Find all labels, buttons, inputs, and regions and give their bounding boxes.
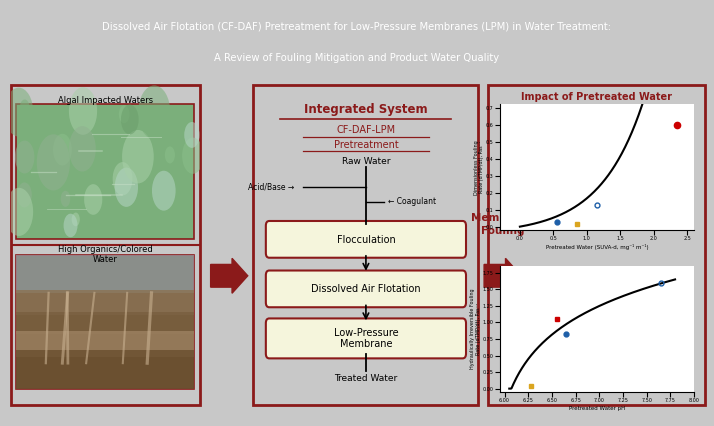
- Circle shape: [165, 147, 175, 164]
- FancyBboxPatch shape: [266, 271, 466, 307]
- Circle shape: [64, 214, 78, 237]
- Circle shape: [36, 134, 70, 190]
- Circle shape: [4, 88, 34, 137]
- Circle shape: [20, 100, 30, 116]
- Circle shape: [152, 171, 176, 210]
- Circle shape: [17, 182, 32, 207]
- Text: Dissolved Air Flotation (CF-DAF) Pretreatment for Low-Pressure Membranes (LPM) i: Dissolved Air Flotation (CF-DAF) Pretrea…: [103, 22, 611, 32]
- Circle shape: [185, 121, 193, 133]
- Bar: [16, 254, 194, 389]
- Text: CF-DAF-LPM: CF-DAF-LPM: [336, 125, 396, 135]
- Text: Raw Water: Raw Water: [342, 157, 390, 166]
- Text: Flocculation: Flocculation: [336, 235, 396, 245]
- Circle shape: [53, 134, 72, 166]
- Text: Membrane
Fouling: Membrane Fouling: [471, 213, 534, 236]
- FancyBboxPatch shape: [266, 319, 466, 358]
- Circle shape: [139, 184, 152, 205]
- Circle shape: [71, 213, 80, 226]
- Circle shape: [69, 87, 97, 135]
- Circle shape: [113, 162, 132, 196]
- X-axis label: Pretreated Water (SUVA-d, mg⁻¹ m⁻¹): Pretreated Water (SUVA-d, mg⁻¹ m⁻¹): [545, 244, 648, 250]
- FancyArrow shape: [211, 258, 248, 293]
- Circle shape: [184, 122, 200, 148]
- Text: Low-Pressure
Membrane: Low-Pressure Membrane: [333, 328, 398, 349]
- Circle shape: [69, 126, 96, 172]
- Bar: [16, 290, 194, 315]
- Text: Algal Impacted Waters: Algal Impacted Waters: [58, 96, 153, 105]
- Y-axis label: Dimensionless Fouling
Rate (dTMP/dt), Pas⁻¹: Dimensionless Fouling Rate (dTMP/dt), Pa…: [473, 140, 484, 195]
- Bar: [16, 312, 194, 334]
- Circle shape: [115, 167, 138, 207]
- Text: Dissolved Air Flotation: Dissolved Air Flotation: [311, 284, 421, 294]
- Text: Impact of Pretreated Water
Quality on Fouling: Impact of Pretreated Water Quality on Fo…: [521, 92, 672, 114]
- Text: A Review of Fouling Mitigation and Product Water Quality: A Review of Fouling Mitigation and Produ…: [214, 52, 500, 63]
- Y-axis label: Hydraulically Irreversible Fouling
Rate (dTMP/dt), Pas⁻¹: Hydraulically Irreversible Fouling Rate …: [471, 289, 481, 369]
- Text: ← Coagulant: ← Coagulant: [388, 197, 436, 206]
- Circle shape: [122, 130, 154, 184]
- Text: Pretreatment: Pretreatment: [333, 139, 398, 150]
- Circle shape: [182, 138, 203, 174]
- Bar: [16, 331, 194, 357]
- Text: Integrated System: Integrated System: [304, 103, 428, 116]
- Circle shape: [61, 191, 70, 207]
- Text: Treated Water: Treated Water: [334, 374, 398, 383]
- Circle shape: [84, 184, 102, 215]
- Bar: [16, 254, 194, 293]
- FancyArrow shape: [484, 258, 521, 293]
- Bar: [16, 104, 194, 239]
- Text: Acid/Base →: Acid/Base →: [248, 183, 294, 192]
- Text: High Organics/Colored
Water: High Organics/Colored Water: [58, 245, 153, 265]
- Circle shape: [119, 105, 129, 123]
- Bar: [16, 350, 194, 389]
- Circle shape: [139, 85, 171, 140]
- Circle shape: [15, 141, 34, 173]
- X-axis label: Pretreated Water pH: Pretreated Water pH: [569, 406, 625, 411]
- FancyBboxPatch shape: [266, 221, 466, 258]
- Circle shape: [4, 188, 33, 236]
- Circle shape: [121, 104, 139, 135]
